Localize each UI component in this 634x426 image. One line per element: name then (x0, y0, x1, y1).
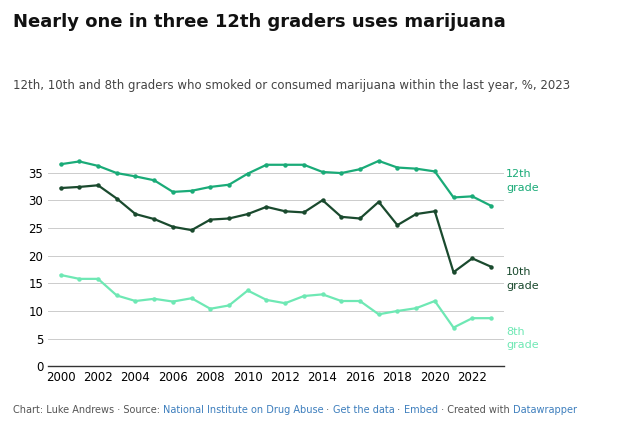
Text: National Institute on Drug Abuse: National Institute on Drug Abuse (163, 406, 323, 415)
Text: 10th
grade: 10th grade (506, 268, 538, 291)
Text: Nearly one in three 12th graders uses marijuana: Nearly one in three 12th graders uses ma… (13, 13, 505, 31)
Text: ·: · (323, 406, 333, 415)
Text: Chart: Luke Andrews · Source:: Chart: Luke Andrews · Source: (13, 406, 163, 415)
Text: 12th, 10th and 8th graders who smoked or consumed marijuana within the last year: 12th, 10th and 8th graders who smoked or… (13, 79, 570, 92)
Text: Embed: Embed (404, 406, 437, 415)
Text: 8th
grade: 8th grade (506, 327, 538, 350)
Text: Datawrapper: Datawrapper (512, 406, 576, 415)
Text: · Created with: · Created with (437, 406, 512, 415)
Text: 12th
grade: 12th grade (506, 170, 538, 193)
Text: Get the data: Get the data (333, 406, 394, 415)
Text: ·: · (394, 406, 404, 415)
